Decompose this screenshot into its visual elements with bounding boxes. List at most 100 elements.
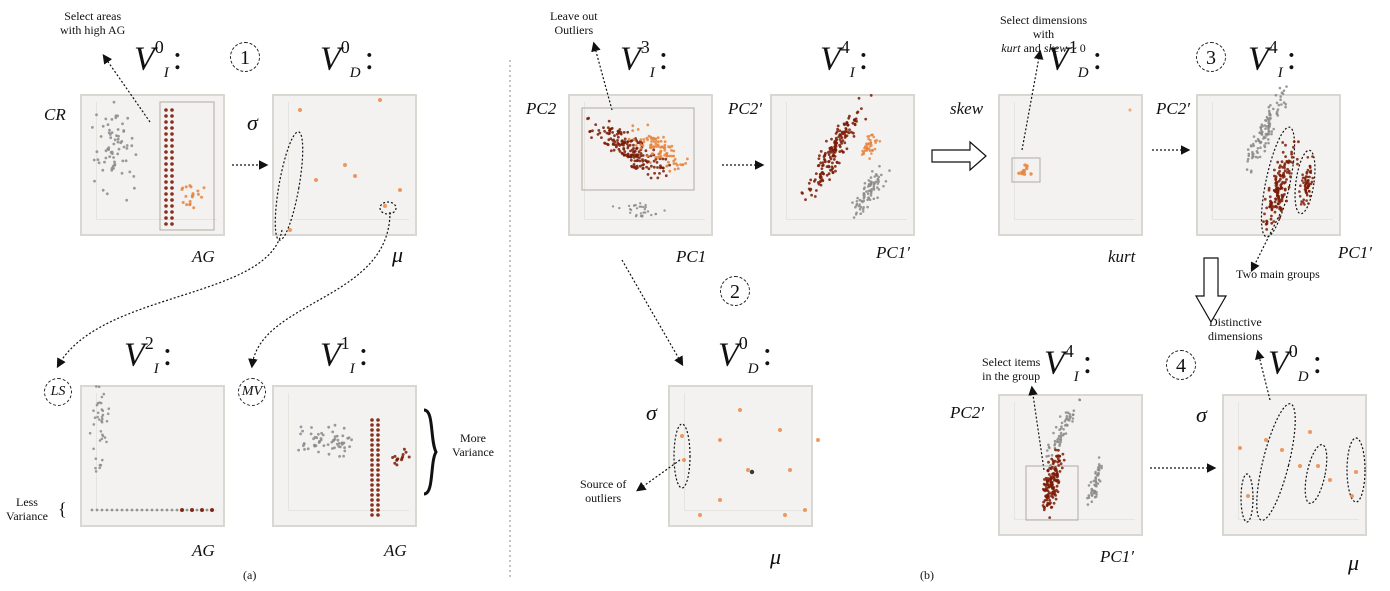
scatter-point [863, 193, 866, 197]
scatter-point [867, 196, 871, 200]
scatter-point [872, 197, 876, 201]
scatter-point [863, 186, 866, 189]
scatter-point [852, 135, 856, 138]
scatter-point [801, 192, 804, 195]
scatter-point [97, 418, 101, 421]
scatter-point [641, 159, 645, 163]
annotation-less-variance: Less Variance [6, 495, 48, 523]
scatter-point [612, 148, 616, 152]
scatter-point [670, 154, 674, 158]
scatter-point [662, 135, 665, 139]
scatter-point [1289, 175, 1292, 179]
scatter-point [370, 438, 374, 442]
scatter-point [1052, 501, 1056, 505]
scatter-point [338, 455, 341, 458]
scatter-point [1308, 194, 1312, 198]
scatter-point [838, 138, 842, 141]
scatter-point [101, 433, 104, 437]
selection-rect-vi3 [581, 107, 695, 191]
scatter-point [1043, 478, 1046, 481]
scatter-point [634, 167, 638, 171]
scatter-point [190, 508, 194, 512]
arrow-annotation-select [102, 54, 151, 123]
scatter-point [1281, 195, 1284, 199]
scatter-point [1273, 210, 1277, 214]
scatter-point [865, 146, 869, 149]
scatter-point [113, 138, 117, 142]
scatter-point [1283, 188, 1287, 192]
scatter-point [170, 120, 174, 124]
scatter-point [1254, 155, 1258, 159]
step-badge-3: 3 [1196, 42, 1226, 72]
scatter-point [1060, 421, 1064, 425]
scatter-point [1279, 186, 1283, 190]
scatter-point [112, 156, 115, 159]
scatter-point [673, 157, 677, 161]
scatter-point [804, 198, 807, 202]
scatter-point [1058, 415, 1062, 418]
scatter-point [1100, 466, 1103, 470]
scatter-point [858, 198, 862, 202]
scatter-point [632, 163, 636, 166]
scatter-point [1267, 186, 1271, 190]
scatter-point [100, 419, 103, 423]
annotation-select-dimensions: Select dimensions with kurt and skew ~ 0 [1000, 13, 1087, 55]
scatter-point [376, 503, 380, 507]
scatter-point [632, 147, 635, 150]
scatter-point [632, 143, 635, 147]
scatter-point [644, 205, 647, 209]
scatter-point [638, 205, 641, 208]
tag-mv: MV [238, 378, 266, 406]
scatter-point [1275, 101, 1279, 105]
ellipse-vd0-right [379, 201, 397, 215]
scatter-point [1278, 216, 1281, 220]
scatter-point [100, 415, 104, 419]
scatter-point [1251, 153, 1254, 156]
scatter-point [1272, 127, 1275, 131]
scatter-point [807, 181, 811, 185]
scatter-point [813, 195, 817, 198]
scatter-point [343, 449, 347, 453]
title-vd0-c: V0D: [1268, 341, 1323, 386]
scatter-point [867, 179, 871, 182]
scatter-point [603, 129, 606, 133]
scatter-point [370, 453, 374, 457]
scatter-point [120, 140, 124, 143]
scatter-point [831, 161, 834, 165]
scatter-point [828, 178, 831, 182]
scatter-point [1264, 127, 1267, 130]
scatter-point [863, 195, 866, 199]
scatter-point [1296, 162, 1299, 166]
scatter-point [825, 139, 828, 143]
scatter-point [1058, 454, 1062, 458]
scatter-point [342, 426, 346, 430]
scatter-point [1052, 486, 1056, 489]
scatter-point [873, 182, 876, 185]
arrow-select-items [1028, 385, 1045, 471]
scatter-point [869, 139, 872, 142]
scatter-point [591, 129, 594, 133]
scatter-point [668, 169, 672, 173]
scatter-point [749, 469, 755, 475]
scatter-point [639, 146, 643, 150]
scatter-point [1049, 485, 1053, 488]
scatter-point [1056, 438, 1059, 442]
scatter-point [658, 172, 661, 175]
scatter-point [95, 403, 99, 407]
brace-more-variance [423, 408, 438, 496]
scatter-point [857, 96, 861, 100]
scatter-point [626, 140, 629, 144]
scatter-point [99, 135, 103, 138]
scatter-point [1307, 182, 1311, 186]
scatter-point [821, 164, 824, 168]
scatter-point [835, 138, 839, 142]
annotation-source-outliers: Source of outliers [580, 477, 627, 505]
scatter-point [639, 143, 643, 147]
scatter-point [832, 158, 836, 161]
axis-label-pc2: PC2 [526, 99, 557, 118]
scatter-point [1297, 140, 1300, 144]
scatter-point [1311, 155, 1314, 158]
scatter-point [200, 195, 204, 199]
scatter-point [164, 222, 168, 226]
plot-vi2-scatter [80, 385, 225, 527]
